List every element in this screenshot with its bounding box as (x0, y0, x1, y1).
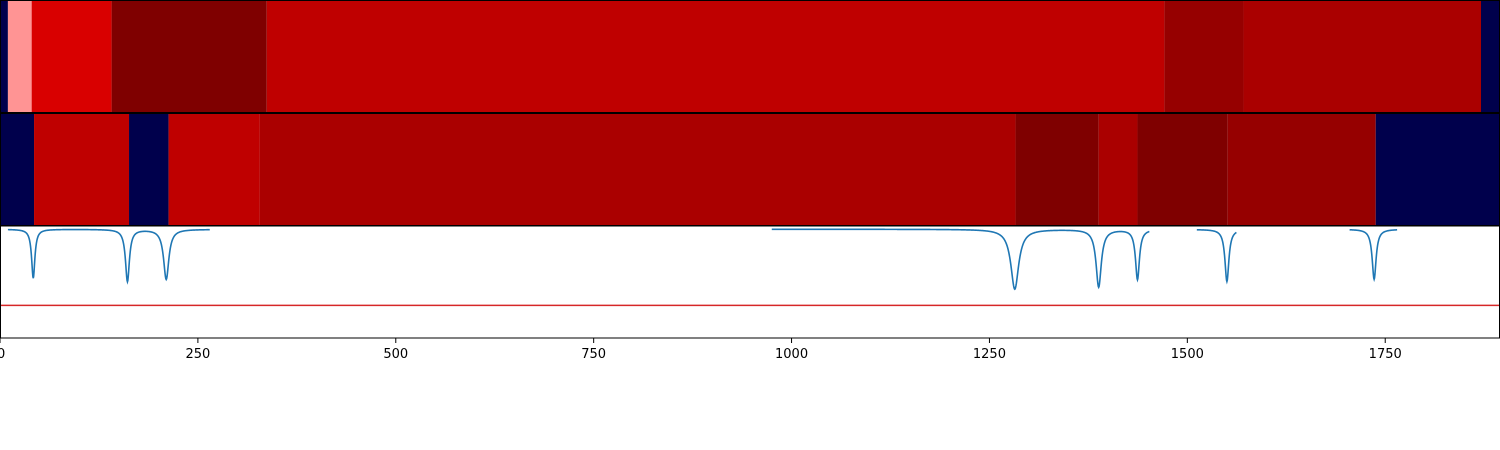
x-tick-label-250: 250 (185, 347, 210, 362)
signal-series-segment-2 (1196, 228, 1237, 285)
x-tick-label-1000: 1000 (775, 347, 808, 362)
heatmap-row-1-segment-2 (31, 1, 112, 112)
x-tick-label-0: 0 (0, 347, 5, 362)
heatmap-row-1 (0, 1, 1500, 112)
heatmap-row-1-segment-7 (1481, 1, 1500, 112)
heatmap-row-2-segment-5 (1015, 114, 1099, 225)
heatmap-row-2-segment-9 (1375, 114, 1500, 225)
heatmap-row-2-segment-6 (1098, 114, 1138, 225)
heatmap-row-2-segment-3 (168, 114, 260, 225)
signal-plot (0, 228, 1500, 307)
signal-plot-frame (0, 225, 1500, 339)
x-tick-label-750: 750 (581, 347, 606, 362)
heatmap-row-2-segment-1 (34, 114, 130, 225)
heatmap-row-1-segment-5 (1164, 1, 1244, 112)
heatmap-row-2-segment-8 (1227, 114, 1376, 225)
heatmap-row-1-segment-3 (111, 1, 267, 112)
heatmap-row-1-segment-1 (7, 1, 32, 112)
heatmap-row-1-segment-4 (266, 1, 1165, 112)
x-tick-label-1250: 1250 (973, 347, 1006, 362)
heatmap-row-1-segment-0 (0, 1, 8, 112)
heatmap-row-2-segment-2 (129, 114, 169, 225)
signal-series-segment-0 (7, 228, 210, 285)
x-tick-label-1750: 1750 (1369, 347, 1402, 362)
x-axis: 0 250 500 750 1000 1250 1500 1750 (0, 338, 1402, 362)
heatmap-row-2-segment-4 (259, 114, 1016, 225)
x-tick-label-1500: 1500 (1171, 347, 1204, 362)
x-tick-label-500: 500 (383, 347, 408, 362)
signal-series-segment-3 (1349, 228, 1398, 283)
heatmap-row-2-segment-0 (0, 114, 35, 225)
heatmap-row-1-segment-6 (1243, 1, 1482, 112)
heatmap-row-2-segment-7 (1137, 114, 1228, 225)
signal-series-segment-1 (771, 228, 1150, 291)
heatmap-row-2 (0, 114, 1500, 225)
